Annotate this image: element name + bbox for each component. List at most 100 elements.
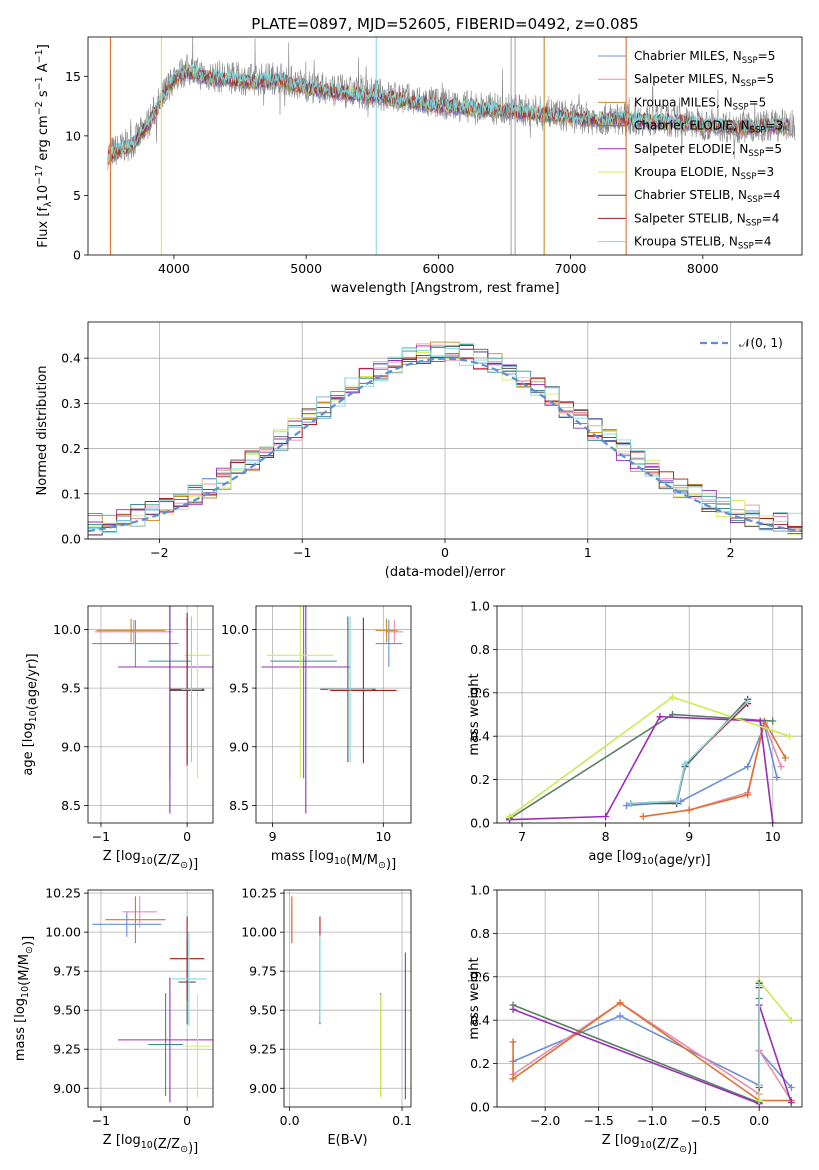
- legend-text: =4: [754, 235, 772, 249]
- x-tick-label: 8000: [687, 261, 719, 276]
- mass-vs-extinction-panel: 0.0 0.1 9.00 9.25 9.50 9.75 10.00 10.25 E(B-V): [241, 886, 412, 1148]
- x-tick-label: 0: [441, 545, 449, 560]
- y-tick-label: 1.0: [470, 883, 490, 898]
- plot-area: [509, 977, 795, 1107]
- label-text: E(B-V): [327, 1133, 367, 1148]
- x-tick-label: −1: [92, 1113, 110, 1128]
- label-text: Normed distribution: [35, 366, 50, 496]
- label-text: s: [36, 90, 51, 101]
- legend-text: Chabrier MILES, N: [634, 49, 742, 63]
- label-subscript: ⊙: [180, 1144, 188, 1155]
- plot-area: [92, 606, 213, 814]
- legend-subscript: SSP: [741, 172, 757, 182]
- y-tick-label: 0.8: [470, 642, 490, 657]
- gaussian-reference-line: [88, 357, 802, 533]
- series-line: [630, 700, 749, 805]
- model-spectrum-line: [107, 63, 789, 160]
- x-tick-label: 0: [183, 829, 191, 844]
- label-text: log: [314, 849, 334, 864]
- label-subscript: 10: [20, 986, 31, 998]
- series-point-marker: [777, 763, 785, 771]
- axes-frame: [87, 605, 214, 824]
- series-point-marker: [787, 1083, 795, 1091]
- label-subscript: ⊙: [24, 946, 35, 954]
- label-text: (Z/Z: [153, 853, 180, 868]
- x-tick-label: 0.1: [392, 1113, 412, 1128]
- legend-label: Kroupa STELIB, NSSP=4: [634, 235, 772, 252]
- y-axis-label: Normed distribution: [35, 366, 50, 496]
- y-axis-label: Flux [fλ10−17 erg cm−2 s−1 A−1]: [34, 44, 54, 248]
- label-text: (age/yr)]: [25, 653, 40, 710]
- label-supscript: −17: [34, 165, 45, 185]
- series-point-marker: [769, 819, 777, 823]
- legend-subscript: SSP: [748, 149, 764, 159]
- label-text: wavelength [Angstrom, rest frame]: [331, 281, 560, 296]
- y-tick-label: 9.00: [249, 1081, 277, 1096]
- y-tick-label: 9.75: [249, 964, 277, 979]
- label-text: mass weight: [467, 673, 482, 755]
- plot-area: [291, 896, 406, 1100]
- label-subscript: 10: [334, 856, 346, 867]
- label-text: (Z/Z: [652, 1137, 679, 1152]
- x-axis-label: E(B-V): [327, 1133, 367, 1148]
- x-tick-label: 5000: [290, 261, 322, 276]
- label-text: erg cm: [36, 115, 51, 164]
- series-point-marker: [755, 1081, 763, 1089]
- label-text: ]: [36, 44, 51, 49]
- label-text: log: [121, 1133, 141, 1148]
- legend-label: Chabrier STELIB, NSSP=4: [634, 188, 781, 205]
- x-tick-label: 9: [269, 829, 277, 844]
- y-tick-label: 9.0: [61, 739, 81, 754]
- series-point-marker: [769, 717, 777, 725]
- y-tick-label: 0: [73, 248, 81, 263]
- x-axis-label: Z [log10(Z/Z⊙)]: [602, 1133, 697, 1156]
- series-point-marker: [506, 812, 514, 820]
- label-subscript: λ: [43, 201, 54, 207]
- x-axis-label: mass [log10(M/M⊙)]: [271, 849, 396, 872]
- label-text: A: [36, 63, 51, 76]
- label-text: (M/M: [346, 853, 378, 868]
- y-tick-label: 0.2: [470, 772, 490, 787]
- x-tick-label: 4000: [158, 261, 190, 276]
- x-tick-label: 9: [685, 829, 693, 844]
- legend-text: =3: [756, 165, 774, 179]
- label-subscript: 10: [141, 1140, 153, 1151]
- legend-text: =5: [764, 142, 782, 156]
- legend-text: Salpeter ELODIE, N: [634, 142, 748, 156]
- legend-text: =5: [756, 72, 774, 86]
- label-supscript: −1: [34, 49, 45, 63]
- label-text: Flux [f: [36, 207, 51, 248]
- plot-area: [92, 896, 213, 1103]
- series-point-marker: [744, 763, 752, 771]
- series-point-marker: [509, 1038, 517, 1046]
- y-tick-label: 1.0: [470, 599, 490, 614]
- series-point-marker: [616, 999, 624, 1007]
- y-tick-label: 0.4: [470, 729, 490, 744]
- label-text: log: [21, 722, 36, 742]
- y-tick-label: 0.3: [61, 396, 81, 411]
- y-tick-label: 8.5: [229, 798, 249, 813]
- plot-area: [506, 693, 793, 823]
- spectrum-panel: 4000 5000 6000 7000 8000 0 5 10 15 wavelength [An…: [34, 36, 803, 296]
- label-text: log: [622, 849, 642, 864]
- label-text: Z [: [103, 849, 121, 864]
- label-text: (Z/Z: [153, 1137, 180, 1152]
- legend-text: =5: [758, 49, 776, 63]
- y-tick-label: 9.75: [53, 964, 81, 979]
- y-tick-label: 15: [65, 69, 81, 84]
- series-point-marker: [623, 802, 631, 810]
- legend-text: Kroupa ELODIE, N: [634, 165, 741, 179]
- y-tick-label: 9.50: [249, 1003, 277, 1018]
- y-axis-label: mass weight: [467, 957, 482, 1039]
- x-axis-label: (data-model)/error: [385, 565, 506, 580]
- figure-title: PLATE=0897, MJD=52605, FIBERID=0492, z=0…: [251, 15, 638, 33]
- x-tick-label: 0.0: [280, 1113, 300, 1128]
- label-text: mass [: [13, 1018, 28, 1061]
- axes-frame: [496, 889, 803, 1108]
- y-tick-label: 5: [73, 188, 81, 203]
- x-tick-label: 1: [584, 545, 592, 560]
- series-point-marker: [616, 1012, 624, 1020]
- mass-weight-vs-metallicity-panel: −2.0 −1.5 −1.0 −0.5 0.0 0.0 0.2 0.4 0.6 0.8 1.0 Z […: [467, 883, 803, 1156]
- series-point-marker: [744, 791, 752, 799]
